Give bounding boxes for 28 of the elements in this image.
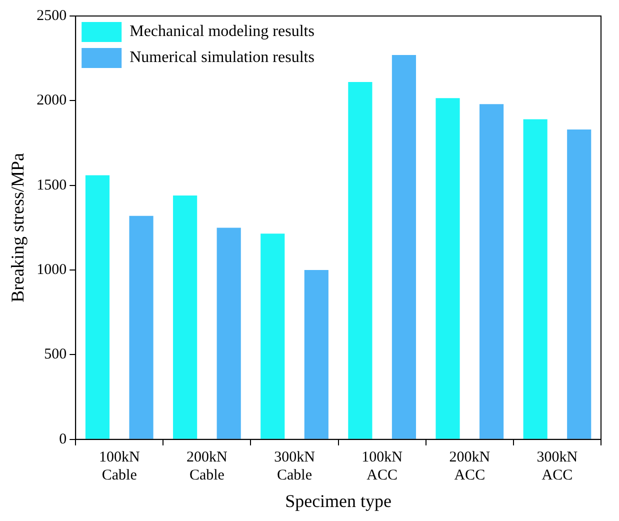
x-tick-label: 300kN Cable bbox=[274, 449, 316, 484]
bar bbox=[304, 270, 328, 439]
bar bbox=[85, 175, 110, 439]
bar bbox=[392, 54, 416, 439]
bar bbox=[216, 228, 241, 439]
y-tick-label: 0 bbox=[59, 431, 67, 448]
bar bbox=[260, 234, 285, 439]
bar bbox=[567, 129, 592, 439]
y-tick-label: 2000 bbox=[36, 92, 67, 109]
y-tick-label: 500 bbox=[44, 346, 67, 363]
y-axis-title: Breaking stress/MPa bbox=[8, 152, 28, 302]
bar bbox=[173, 196, 198, 439]
bar bbox=[480, 104, 504, 439]
x-tick-label: 200kN ACC bbox=[449, 449, 490, 484]
legend-label: Mechanical modeling results bbox=[130, 23, 314, 40]
y-tick-label: 1000 bbox=[36, 262, 67, 278]
bar bbox=[523, 119, 548, 439]
x-tick-label: 100kN ACC bbox=[362, 449, 403, 484]
y-tick-label: 2500 bbox=[36, 8, 67, 24]
x-tick-label: 200kN Cable bbox=[186, 449, 228, 484]
x-tick-label: 100kN Cable bbox=[98, 449, 140, 484]
x-axis-title: Specimen type bbox=[285, 490, 392, 511]
y-tick-label: 1500 bbox=[36, 177, 67, 194]
bar bbox=[348, 82, 372, 439]
bar bbox=[436, 98, 460, 439]
bar bbox=[129, 216, 154, 439]
legend-label: Numerical simulation results bbox=[130, 49, 314, 66]
x-tick-label: 300kN ACC bbox=[536, 449, 578, 484]
